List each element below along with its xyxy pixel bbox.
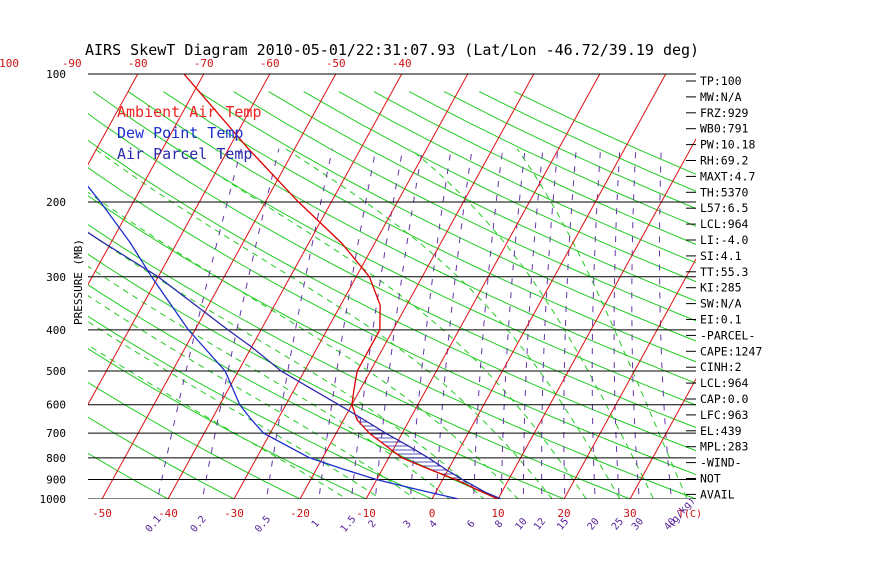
isotherm-line: [295, 65, 539, 508]
index-label: CAP:0.0: [700, 392, 749, 406]
index-label: MAXT:4.7: [700, 169, 755, 183]
mixing-ratio-tick-label: 0.5: [253, 514, 273, 535]
dry-adiabat-line: [339, 92, 870, 508]
legend-entry: Dew Point Temp: [117, 124, 243, 142]
dry-adiabat-line: [479, 92, 870, 508]
y-axis-label: PRESSURE (MB): [72, 239, 85, 325]
bottom-temp-tick-label: -10: [356, 507, 376, 520]
index-label: SW:N/A: [700, 297, 742, 311]
mixing-ratio-tick-label: 2: [366, 519, 378, 531]
mixing-ratio-tick-label: 0.2: [189, 514, 209, 535]
index-label: TH:5370: [700, 185, 749, 199]
index-label: LFC:963: [700, 408, 749, 422]
pressure-tick-label: 1000: [40, 493, 67, 506]
index-label: MW:N/A: [700, 90, 742, 104]
bottom-temp-tick-label: 10: [491, 507, 504, 520]
bottom-temp-tick-label: 30: [623, 507, 636, 520]
index-label: AVAIL: [700, 487, 735, 501]
mixing-ratio-tick-label: 3: [402, 519, 414, 531]
bottom-temp-tick-label: -30: [224, 507, 244, 520]
isotherm-line: [0, 65, 11, 508]
pressure-tick-label: 600: [46, 399, 66, 412]
isotherm-line: [427, 65, 671, 508]
legend-entry: Air Parcel Temp: [117, 145, 252, 163]
index-label: TT:55.3: [700, 265, 749, 279]
dry-adiabat-line: [163, 92, 870, 508]
bottom-temp-tick-label: -50: [92, 507, 112, 520]
isotherm-line: [0, 65, 77, 508]
pressure-tick-label: 300: [46, 271, 66, 284]
mixing-ratio-line: [473, 149, 502, 508]
top-temp-tick-label: -50: [326, 57, 346, 70]
pressure-tick-label: 200: [46, 196, 66, 209]
index-label: -WIND-: [700, 456, 742, 470]
index-label: LI:-4.0: [700, 233, 749, 247]
top-temp-tick-label: -80: [128, 57, 148, 70]
mixing-ratio-tick-label: 8: [493, 519, 505, 531]
mixing-ratio-tick-label: 6: [465, 519, 477, 531]
moist-adiabat-line: [95, 149, 559, 508]
dry-adiabat-line: [409, 92, 870, 508]
mixing-ratio-line: [351, 149, 403, 508]
bottom-temp-tick-label: -20: [290, 507, 310, 520]
pressure-tick-label: 900: [46, 474, 66, 487]
bottom-temp-tick-label: 0: [429, 507, 436, 520]
mixing-ratio-tick-label: 20: [586, 516, 602, 532]
index-label: SI:4.1: [700, 249, 742, 263]
pressure-tick-label: 800: [46, 452, 66, 465]
isotherm-line: [229, 65, 473, 508]
index-label: LCL:964: [700, 376, 749, 390]
index-label: CINH:2: [700, 360, 742, 374]
index-label: WB0:791: [700, 122, 749, 136]
index-label: NOT: [700, 472, 721, 486]
index-label: MPL:283: [700, 440, 749, 454]
mixing-ratio-line: [318, 149, 376, 508]
index-label: -PARCEL-: [700, 328, 755, 342]
top-temp-tick-label: -60: [260, 57, 280, 70]
top-temp-tick-label: -70: [194, 57, 214, 70]
index-label: KI:285: [700, 281, 742, 295]
index-label: PW:10.18: [700, 138, 755, 152]
mixing-ratio-tick-label: 1: [310, 519, 322, 531]
index-label: FRZ:929: [700, 106, 749, 120]
top-temp-tick-label: -100: [0, 57, 19, 70]
dry-adiabat-line: [444, 92, 870, 508]
index-label: EL:439: [700, 424, 742, 438]
pressure-tick-label: 400: [46, 324, 66, 337]
index-label: TP:100: [700, 74, 742, 88]
index-label: RH:69.2: [700, 154, 748, 168]
mixing-ratio-tick-label: 4: [428, 519, 440, 531]
index-label: LCL:964: [700, 217, 749, 231]
bottom-temp-tick-label: -40: [158, 507, 178, 520]
top-temp-tick-label: -90: [62, 57, 82, 70]
index-label: EI:0.1: [700, 313, 742, 327]
legend-entry: Ambient Air Temp: [117, 103, 262, 121]
isotherm-line: [559, 65, 803, 508]
dry-adiabat-line: [269, 92, 870, 508]
isotherm-line: [823, 65, 870, 508]
index-label: L57:6.5: [700, 201, 748, 215]
mixing-ratio-tick-label: 10: [513, 516, 529, 532]
pressure-tick-label: 500: [46, 365, 66, 378]
moist-adiabat-line: [410, 149, 658, 508]
mixing-ratio-line: [564, 149, 576, 508]
isotherm-line: [757, 65, 870, 508]
moist-adiabat-line: [178, 149, 592, 508]
pressure-tick-label: 700: [46, 427, 66, 440]
mixing-ratio-line: [632, 149, 640, 508]
mixing-ratio-line: [542, 149, 558, 508]
index-label: CAPE:1247: [700, 344, 762, 358]
top-temp-tick-label: -40: [392, 57, 412, 70]
moist-adiabat-line: [30, 149, 526, 508]
mixing-ratio-tick-label: 12: [532, 516, 548, 532]
